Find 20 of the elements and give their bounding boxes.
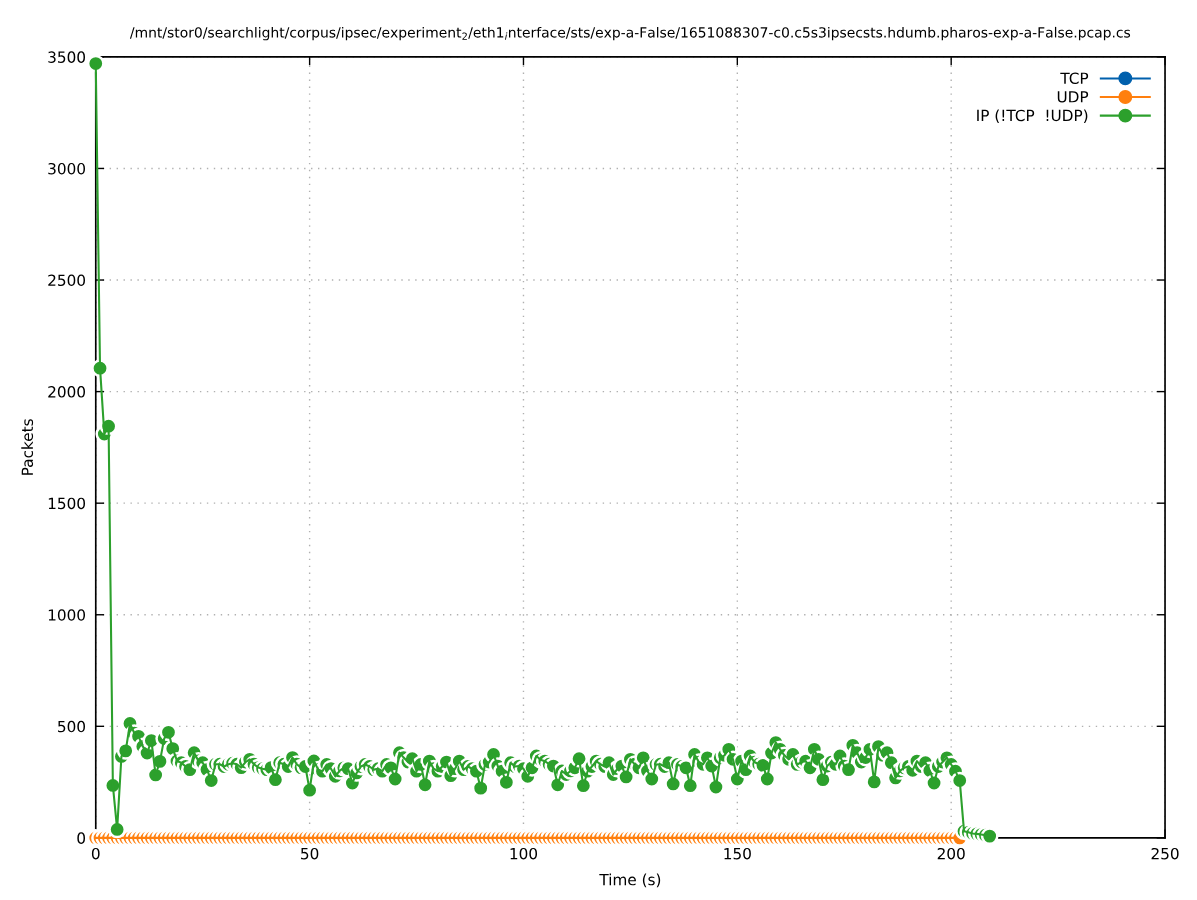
x-tick-label: 100 bbox=[510, 847, 538, 860]
y-tick-label: 2500 bbox=[48, 274, 86, 287]
y-tick-label: 1500 bbox=[48, 497, 86, 510]
y-tick-label: 2000 bbox=[48, 386, 86, 398]
y-axis-title: Packets bbox=[21, 419, 34, 475]
x-tick-label: 150 bbox=[724, 847, 751, 860]
legend-label: UDP bbox=[1057, 91, 1089, 103]
y-tick-label: 500 bbox=[58, 720, 86, 733]
chart-title: /mnt/stor0/searchlight/corpus/ipsec/experiment$_{2}$/eth1$_{i}$nterface/sts/exp-a-False/1651088307-c0.c5s3ipsecsts.hdumb.pharos-exp-a-False.pcap.cs bbox=[129, 26, 1131, 41]
x-tick-label: 250 bbox=[1151, 847, 1179, 860]
x-tick-label: 0 bbox=[91, 847, 100, 860]
legend-label: TCP bbox=[1060, 72, 1089, 84]
y-tick-label: 0 bbox=[77, 832, 86, 844]
x-tick-label: 50 bbox=[301, 847, 319, 860]
y-tick-label: 3500 bbox=[48, 51, 86, 63]
legend-label: IP (!TCP !UDP) bbox=[977, 109, 1088, 123]
y-tick-label: 1000 bbox=[48, 609, 86, 621]
x-tick-label: 200 bbox=[937, 847, 965, 860]
y-tick-label: 3000 bbox=[48, 162, 86, 175]
x-axis-title: Time (s) bbox=[599, 873, 661, 888]
